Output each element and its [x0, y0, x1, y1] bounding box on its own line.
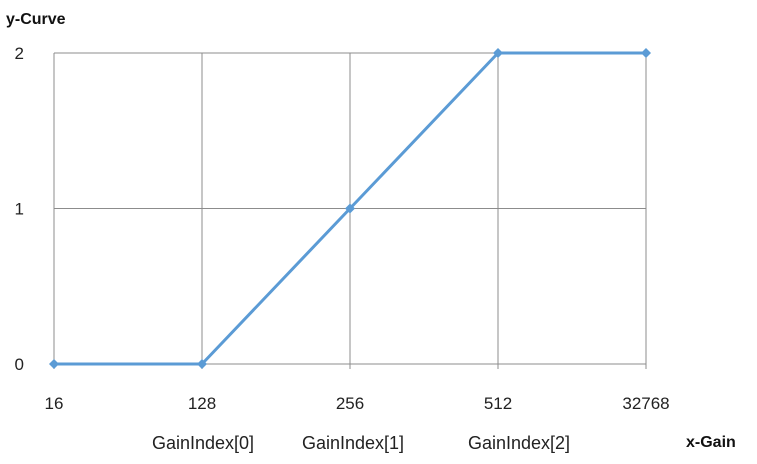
- x-axis-title: x-Gain: [686, 434, 736, 451]
- data-point: [49, 359, 59, 369]
- data-point: [197, 359, 207, 369]
- x-tick-label: 32768: [622, 394, 669, 413]
- x-tick-label: 128: [188, 394, 216, 413]
- y-axis-title: y-Curve: [6, 11, 66, 28]
- tick-labels: 0 1 2 16 128 256 512 32768: [15, 44, 670, 413]
- gain-index-label: GainIndex[0]: [152, 433, 254, 453]
- data-point: [345, 203, 355, 214]
- x-tick-label: 16: [45, 394, 64, 413]
- data-point: [641, 48, 651, 58]
- gain-index-annotations: GainIndex[0] GainIndex[1] GainIndex[2]: [152, 433, 570, 453]
- gain-index-label: GainIndex[1]: [302, 433, 404, 453]
- data-point: [493, 48, 503, 58]
- y-tick-label: 2: [15, 44, 24, 63]
- gain-index-label: GainIndex[2]: [468, 433, 570, 453]
- x-tick-label: 256: [336, 394, 364, 413]
- y-tick-label: 0: [15, 355, 24, 374]
- y-tick-label: 1: [15, 200, 24, 219]
- x-tick-label: 512: [484, 394, 512, 413]
- series-layer: [49, 48, 651, 369]
